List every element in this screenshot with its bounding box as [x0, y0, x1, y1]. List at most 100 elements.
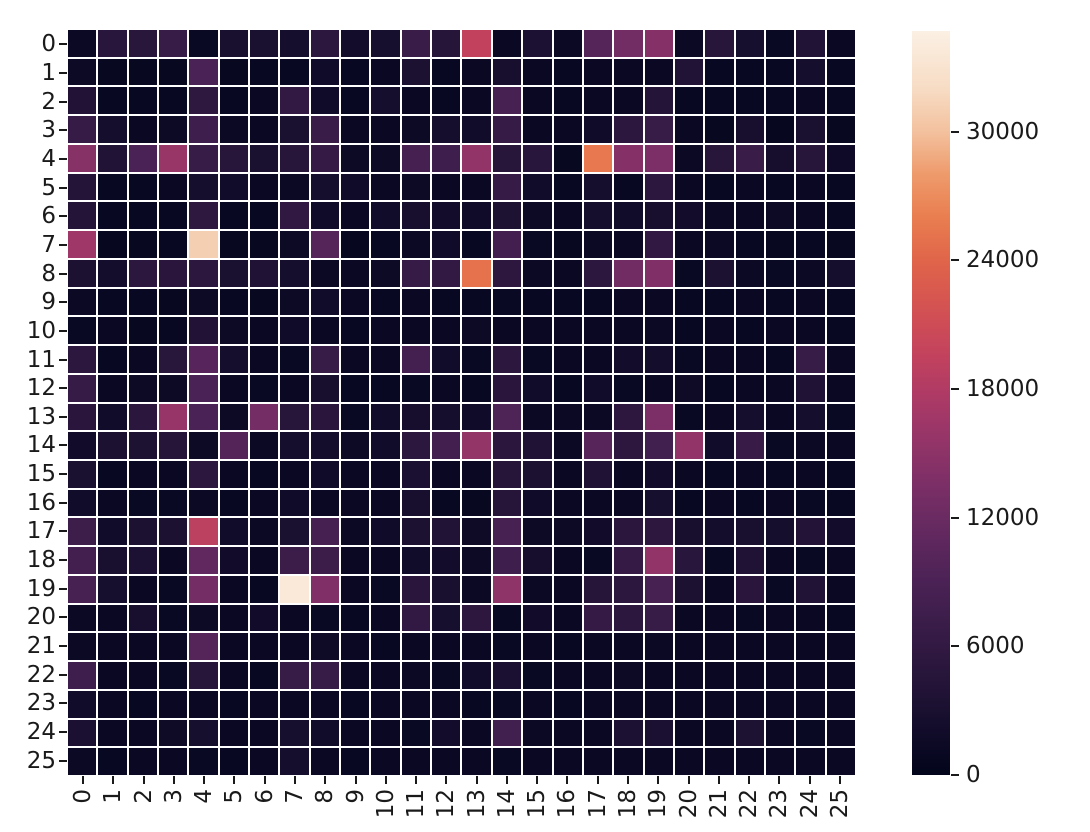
heatmap-cell	[189, 403, 218, 431]
y-tick-label: 21	[26, 633, 56, 660]
heatmap-cell	[492, 489, 522, 517]
y-tick-label: 10	[26, 317, 56, 344]
heatmap-cell	[826, 87, 855, 115]
heatmap-cell	[341, 259, 370, 287]
heatmap-cell	[674, 575, 704, 603]
x-tick-mark	[626, 776, 629, 784]
heatmap-cell	[553, 690, 582, 718]
y-tick-label: 13	[26, 403, 56, 430]
heatmap-cell	[280, 518, 309, 546]
heatmap-cell	[128, 489, 158, 517]
heatmap-cell	[371, 288, 400, 316]
heatmap-cell	[735, 690, 764, 718]
heatmap-cell	[68, 288, 97, 316]
heatmap-cell	[523, 288, 552, 316]
heatmap-cell	[401, 288, 431, 316]
heatmap-cell	[159, 288, 188, 316]
heatmap-cell	[401, 748, 431, 775]
heatmap-cell	[68, 690, 97, 718]
heatmap-cell	[705, 604, 734, 632]
heatmap-cell	[310, 575, 340, 603]
heatmap-cell	[583, 87, 613, 115]
heatmap-cell	[826, 173, 855, 201]
heatmap-cell	[705, 346, 734, 373]
heatmap-cell	[401, 202, 431, 230]
heatmap-cell	[735, 30, 764, 57]
y-tick-mark	[59, 243, 67, 246]
heatmap-cell	[826, 547, 855, 574]
heatmap-cell	[462, 87, 491, 115]
heatmap-cell	[280, 231, 309, 258]
heatmap-cell	[462, 575, 491, 603]
heatmap-cell	[68, 202, 97, 230]
heatmap-cell	[68, 662, 97, 689]
heatmap-cell	[98, 547, 127, 574]
heatmap-cell	[219, 317, 249, 345]
heatmap-cell	[644, 460, 673, 488]
heatmap-cell	[250, 604, 279, 632]
heatmap-cell	[310, 346, 340, 373]
heatmap-cell	[341, 432, 370, 459]
heatmap-cell	[674, 116, 704, 143]
heatmap-cell	[128, 662, 158, 689]
heatmap-cell	[128, 403, 158, 431]
y-tick-mark	[59, 301, 67, 304]
y-tick-label: 18	[26, 547, 56, 574]
heatmap-cell	[583, 633, 613, 661]
heatmap-cell	[250, 173, 279, 201]
heatmap-cell	[523, 690, 552, 718]
heatmap-cell	[432, 231, 461, 258]
y-tick-mark	[59, 530, 67, 533]
heatmap-cell	[371, 432, 400, 459]
heatmap-cell	[674, 374, 704, 402]
heatmap-cell	[523, 403, 552, 431]
heatmap-cell	[796, 403, 825, 431]
heatmap-cell	[310, 403, 340, 431]
y-tick-mark	[59, 473, 67, 476]
colorbar-tick-label: 12000	[966, 504, 1040, 531]
heatmap-cell	[432, 489, 461, 517]
heatmap-cell	[492, 518, 522, 546]
heatmap-cell	[310, 633, 340, 661]
heatmap-cell	[553, 403, 582, 431]
heatmap-cell	[159, 460, 188, 488]
heatmap-cell	[432, 575, 461, 603]
heatmap-cell	[523, 317, 552, 345]
heatmap-cell	[614, 633, 643, 661]
heatmap-cell	[189, 460, 218, 488]
heatmap-cell	[462, 662, 491, 689]
heatmap-cell	[492, 374, 522, 402]
heatmap-cell	[280, 575, 309, 603]
x-tick-mark	[536, 776, 539, 784]
heatmap-cell	[614, 30, 643, 57]
heatmap-cell	[765, 403, 795, 431]
heatmap-cell	[159, 633, 188, 661]
heatmap-cell	[644, 202, 673, 230]
heatmap-cell	[401, 317, 431, 345]
heatmap-cell	[826, 489, 855, 517]
heatmap-cell	[159, 748, 188, 775]
heatmap-cell	[98, 259, 127, 287]
heatmap-cell	[250, 58, 279, 86]
heatmap-cell	[310, 547, 340, 574]
heatmap-cell	[765, 288, 795, 316]
heatmap-cell	[735, 748, 764, 775]
y-tick-label: 25	[26, 747, 56, 774]
y-tick-label: 11	[26, 346, 56, 373]
heatmap-cell	[674, 346, 704, 373]
heatmap-cell	[341, 719, 370, 747]
heatmap-cell	[98, 317, 127, 345]
heatmap-cell	[189, 87, 218, 115]
heatmap-cell	[553, 748, 582, 775]
heatmap-cell	[583, 202, 613, 230]
heatmap-cell	[432, 719, 461, 747]
heatmap-cell	[98, 116, 127, 143]
heatmap-cell	[705, 202, 734, 230]
heatmap-cell	[765, 460, 795, 488]
heatmap-cell	[189, 116, 218, 143]
x-tick-mark	[415, 776, 418, 784]
x-tick-label: 12	[433, 789, 460, 819]
heatmap-cell	[674, 547, 704, 574]
heatmap-cell	[432, 259, 461, 287]
heatmap-cell	[674, 518, 704, 546]
